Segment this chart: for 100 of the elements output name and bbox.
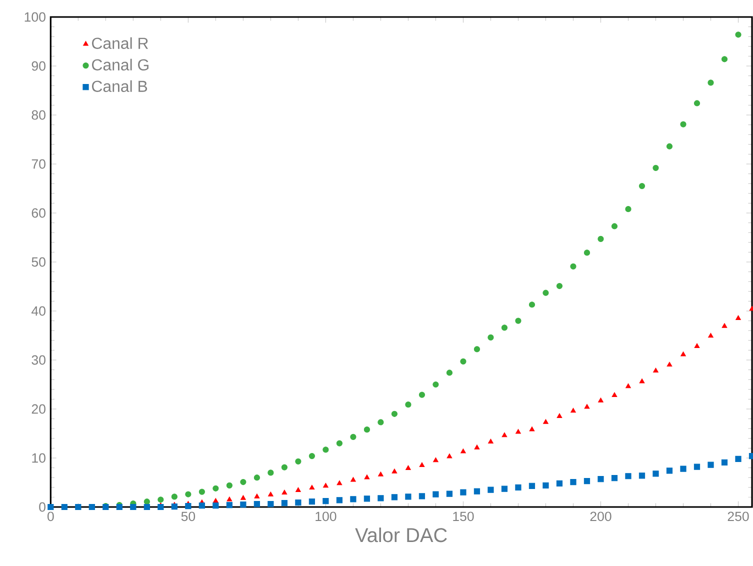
point	[432, 491, 439, 498]
point	[612, 392, 618, 397]
point	[528, 302, 536, 308]
point	[721, 459, 728, 466]
point	[350, 434, 356, 440]
point	[708, 80, 714, 86]
point	[584, 478, 590, 484]
point	[309, 484, 315, 490]
point	[88, 504, 95, 510]
point	[611, 223, 618, 230]
point	[529, 426, 535, 432]
point	[240, 478, 246, 486]
x-tick-label: 150	[453, 512, 474, 522]
point	[652, 470, 659, 477]
point	[212, 485, 219, 492]
point	[638, 182, 646, 190]
y-tick-label: 0	[39, 502, 46, 512]
point	[542, 482, 549, 488]
point	[364, 426, 370, 433]
x-tick-label: 200	[590, 512, 612, 522]
point	[419, 462, 425, 468]
point	[418, 392, 426, 398]
point	[281, 464, 288, 470]
point	[570, 263, 576, 270]
point	[378, 472, 384, 476]
point	[226, 482, 232, 488]
point	[432, 381, 439, 388]
point	[212, 502, 219, 509]
point	[391, 494, 398, 500]
y-tick-label: 100	[24, 12, 46, 22]
point	[185, 491, 192, 498]
point	[570, 478, 576, 486]
point	[694, 343, 700, 348]
point	[185, 502, 192, 510]
point	[405, 402, 412, 408]
point	[515, 318, 522, 324]
point	[708, 462, 714, 468]
point	[378, 419, 384, 426]
point	[584, 250, 590, 256]
point	[213, 498, 218, 503]
point	[226, 502, 232, 508]
x-tick-label: 50	[181, 512, 196, 522]
point	[598, 236, 604, 242]
y-tick-label: 20	[32, 404, 46, 414]
point	[171, 494, 178, 500]
point	[364, 474, 370, 480]
legend-label: Canal B	[92, 80, 148, 92]
point	[405, 494, 412, 500]
point	[474, 444, 480, 450]
point	[598, 476, 604, 482]
point	[268, 492, 274, 496]
point	[460, 448, 466, 454]
y-tick-label: 70	[32, 159, 46, 169]
legend-label: Canal R	[92, 37, 148, 49]
point	[501, 324, 508, 331]
point	[488, 334, 494, 341]
point	[474, 488, 480, 494]
point	[460, 358, 466, 365]
point	[625, 206, 632, 212]
point	[722, 323, 728, 328]
point	[666, 143, 673, 150]
point	[378, 495, 384, 502]
point	[240, 495, 246, 500]
point	[350, 496, 356, 502]
point	[736, 315, 741, 320]
point	[198, 502, 205, 509]
y-tick-label: 50	[32, 257, 46, 267]
point	[295, 500, 302, 506]
point	[639, 378, 645, 384]
point	[282, 490, 288, 494]
point	[75, 504, 82, 510]
point	[295, 458, 302, 464]
point	[323, 482, 328, 488]
y-tick-label: 80	[32, 110, 46, 120]
point	[598, 398, 604, 402]
point	[308, 452, 316, 460]
point	[626, 383, 631, 388]
y-tick-label: 60	[32, 208, 46, 218]
point	[322, 446, 329, 453]
point	[528, 482, 536, 489]
point	[144, 504, 150, 510]
point	[488, 438, 494, 444]
point	[570, 408, 576, 413]
point	[474, 346, 480, 352]
point	[694, 100, 700, 106]
point	[268, 501, 274, 508]
point	[418, 493, 426, 500]
point	[391, 410, 398, 417]
x-axis-title: Valor DAC	[355, 528, 447, 542]
point	[254, 494, 260, 498]
point	[406, 465, 411, 470]
point	[584, 404, 590, 409]
y-tick-label: 90	[32, 61, 46, 71]
point	[556, 282, 563, 290]
point	[625, 473, 632, 480]
point	[254, 501, 260, 508]
point	[680, 121, 686, 128]
point	[130, 504, 136, 510]
point	[350, 476, 356, 482]
point	[735, 32, 742, 38]
